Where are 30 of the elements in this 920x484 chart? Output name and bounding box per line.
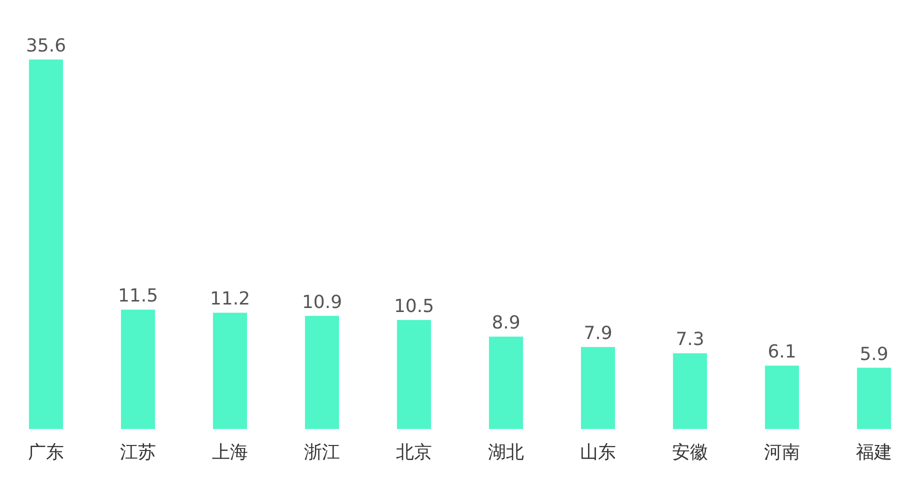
x-tick-label: 湖北 — [488, 442, 524, 463]
x-tick-label: 北京 — [396, 442, 432, 463]
x-tick-label: 广东 — [28, 442, 64, 463]
data-label: 6.1 — [768, 342, 796, 363]
bar — [580, 346, 616, 429]
data-label: 8.9 — [492, 312, 520, 334]
data-label: 11.2 — [210, 288, 250, 310]
data-label: 35.6 — [26, 35, 66, 56]
x-tick-label: 浙江 — [304, 442, 340, 463]
x-tick-label: 江苏 — [120, 442, 156, 463]
bar — [488, 336, 524, 429]
bar — [212, 312, 248, 429]
bar — [120, 310, 156, 429]
bar — [856, 368, 892, 429]
x-tick-label: 河南 — [764, 442, 800, 463]
bar — [304, 316, 340, 429]
x-tick-label: 山东 — [580, 442, 616, 463]
data-label: 7.9 — [584, 322, 612, 344]
x-tick-label: 福建 — [856, 442, 892, 463]
data-label: 10.9 — [302, 292, 342, 313]
bar — [764, 366, 800, 429]
bar — [672, 353, 708, 429]
data-label: 5.9 — [860, 344, 888, 365]
x-tick-label: 上海 — [212, 442, 248, 463]
data-label: 11.5 — [118, 286, 158, 307]
bar — [28, 59, 64, 429]
data-label: 7.3 — [676, 329, 704, 350]
bar — [396, 320, 432, 429]
data-label: 10.5 — [394, 296, 434, 317]
x-tick-label: 安徽 — [672, 442, 708, 463]
